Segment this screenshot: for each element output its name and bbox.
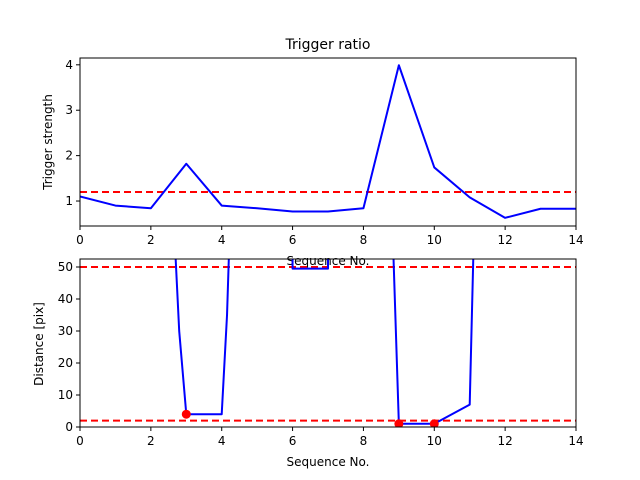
x-tick-label: 14 (568, 434, 583, 448)
x-tick-label: 8 (360, 434, 368, 448)
x-tick-label: 0 (76, 434, 84, 448)
data-point (429, 419, 439, 427)
x-tick-label: 12 (498, 233, 513, 247)
x-tick-label: 8 (360, 233, 368, 247)
y-tick-label: 1 (65, 194, 73, 208)
x-tick-label: 2 (147, 434, 155, 448)
x-tick-label: 2 (147, 233, 155, 247)
y-tick-label: 40 (58, 292, 73, 306)
distance-subplot: 0 2 4 6 8 10 12 14 0 10 20 30 40 50 Sequence No. Dista… (32, 258, 584, 469)
series-line (80, 64, 576, 219)
data-point (181, 409, 191, 419)
y-axis-label: Trigger strength (41, 94, 55, 191)
y-tick-label: 4 (65, 58, 73, 72)
series-group (80, 64, 576, 219)
y-tick-label: 10 (58, 388, 73, 402)
x-tick-label: 10 (427, 434, 442, 448)
series-group (174, 259, 475, 427)
y-tick-label: 0 (65, 420, 73, 434)
x-tick-label: 12 (498, 434, 513, 448)
y-tick-label: 3 (65, 103, 73, 117)
ticks-group: 0 2 4 6 8 10 12 14 0 10 20 30 40 50 (58, 260, 584, 448)
chart-title: Trigger ratio (284, 37, 370, 53)
x-tick-label: 10 (427, 233, 442, 247)
axes-frame (79, 57, 577, 227)
y-tick-label: 20 (58, 356, 73, 370)
x-tick-label: 6 (289, 434, 297, 448)
axes-frame (79, 258, 577, 428)
x-tick-label: 0 (76, 233, 84, 247)
x-tick-label: 4 (218, 434, 226, 448)
data-point (394, 419, 404, 427)
x-tick-label: 6 (289, 233, 297, 247)
x-tick-label: 4 (218, 233, 226, 247)
x-axis-label: Sequence No. (287, 455, 370, 469)
y-tick-label: 30 (58, 324, 73, 338)
y-tick-label: 50 (58, 260, 73, 274)
x-tick-label: 14 (568, 233, 583, 247)
y-tick-label: 2 (65, 149, 73, 163)
y-axis-label: Distance [pix] (32, 302, 46, 386)
